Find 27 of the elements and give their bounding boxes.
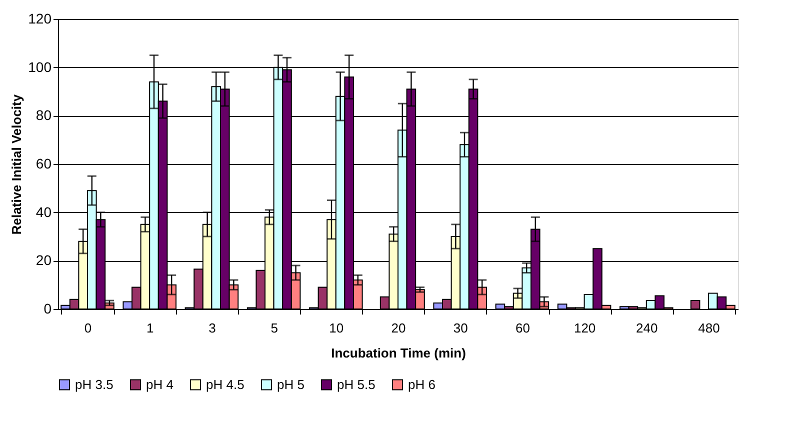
x-tick-label: 10	[329, 320, 344, 336]
x-tick-label: 5	[270, 320, 278, 336]
y-axis-title: Relative Initial Velocity	[9, 94, 24, 235]
x-axis-title: Incubation Time (min)	[331, 346, 466, 360]
legend-label: pH 4.5	[206, 376, 244, 392]
y-tick-label: 40	[36, 204, 52, 220]
legend-label: pH 5	[277, 376, 304, 392]
x-tick-label: 240	[636, 320, 658, 336]
legend-label: pH 3.5	[75, 376, 114, 392]
bar	[690, 300, 700, 310]
y-tick-label: 60	[36, 156, 52, 172]
y-tick-label: 0	[44, 300, 52, 316]
y-tick-label: 80	[36, 107, 52, 124]
legend-label: pH 5.5	[337, 376, 376, 392]
x-tick-label: 30	[453, 320, 468, 336]
y-tick-label: 100	[28, 58, 52, 75]
x-tick-label: 480	[698, 320, 720, 336]
x-tick-label: 60	[515, 320, 530, 336]
x-tick-label: 3	[208, 320, 216, 336]
x-tick-label: 0	[84, 320, 92, 336]
y-tick-label: 20	[36, 252, 52, 268]
x-tick-label: 1	[146, 320, 154, 336]
x-tick-label: 120	[574, 320, 596, 336]
x-tick-label: 20	[391, 320, 406, 336]
legend-label: pH 4	[146, 376, 174, 392]
legend-label: pH 6	[408, 376, 436, 392]
y-tick-label: 120	[28, 10, 52, 26]
